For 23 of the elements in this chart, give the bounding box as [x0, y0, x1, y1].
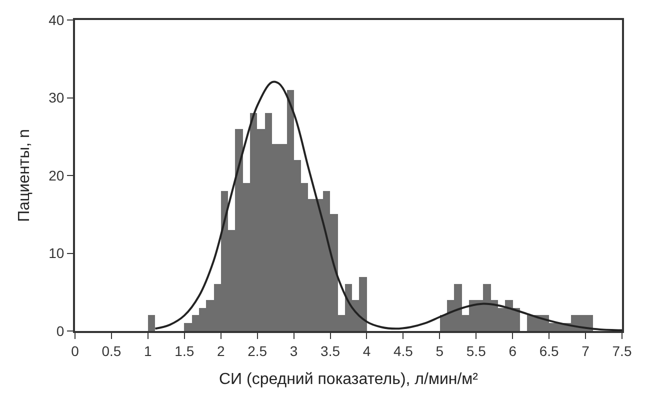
x-tick-label: 2.5 [248, 342, 268, 359]
y-tick-label: 20 [48, 167, 64, 184]
x-tick-label: 1 [144, 342, 152, 359]
x-tick-label: 4.5 [393, 342, 414, 359]
x-tick-label: 0.5 [102, 342, 122, 359]
x-tick-label: 5 [436, 342, 444, 359]
x-tick-label: 6.5 [539, 342, 560, 359]
x-tick-label: 5.5 [466, 342, 486, 359]
x-tick-label: 3.5 [320, 342, 340, 359]
y-tick-label: 10 [48, 245, 64, 262]
y-tick-label: 30 [48, 90, 64, 106]
x-tick-label: 4 [362, 342, 371, 359]
x-tick-label: 7.5 [612, 342, 632, 359]
x-tick-label: 7 [582, 342, 590, 359]
x-tick-label: 3 [290, 342, 298, 359]
x-tick-label: 6 [508, 342, 517, 359]
x-tick-label: 1.5 [174, 342, 194, 359]
x-axis-title: СИ (средний показатель), л/мин/м² [218, 371, 479, 388]
y-tick-label: 0 [56, 322, 64, 339]
x-tick-label: 2 [216, 342, 225, 359]
x-tick-label: 0 [71, 342, 80, 359]
y-tick-label: 40 [48, 12, 64, 28]
y-axis-title: Пациенты, n [16, 129, 34, 222]
